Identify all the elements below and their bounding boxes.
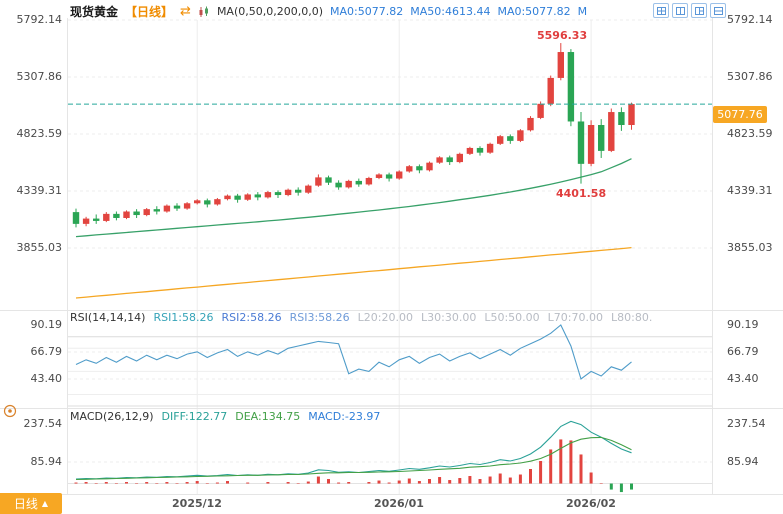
y-axis-label: 5792.14 — [727, 13, 773, 26]
y-axis-label: 3855.03 — [727, 241, 773, 254]
layout-one-two-button[interactable] — [691, 3, 707, 18]
rsi-level-30: L30:30.00 — [421, 311, 477, 324]
rsi-level-50: L50:50.00 — [484, 311, 540, 324]
y-axis-label: 5307.86 — [727, 70, 773, 83]
macd-header: MACD(26,12,9) DIFF:122.77 DEA:134.75 MAC… — [70, 410, 380, 423]
high-annotation: 5596.33 — [537, 29, 588, 42]
switch-symbol-icon[interactable]: ⇄ — [180, 4, 191, 19]
layout-2x2-button[interactable] — [653, 3, 669, 18]
rsi2-value: RSI2:58.26 — [221, 311, 282, 324]
y-axis-label: 4823.59 — [16, 127, 63, 140]
rsi1-value: RSI1:58.26 — [153, 311, 214, 324]
rsi-axis-label: 90.19 — [727, 318, 759, 331]
ma-truncated: M — [577, 5, 588, 18]
macd-axis-label: 85.94 — [30, 455, 63, 468]
target-icon[interactable] — [3, 403, 17, 422]
x-axis-label: 2026/02 — [566, 497, 616, 510]
macd-value: MACD:-23.97 — [308, 410, 381, 423]
diff-value: DIFF:122.77 — [161, 410, 228, 423]
layout-2row-button[interactable] — [710, 3, 726, 18]
ma0-value: MA0:5077.82 — [330, 5, 404, 18]
rsi-level-20: L20:20.00 — [357, 311, 413, 324]
ma0-value-2: MA0:5077.82 — [497, 5, 571, 18]
y-axis-label: 4339.31 — [16, 184, 63, 197]
ma-settings-label: MA(0,50,0,200,0,0) — [216, 5, 324, 18]
rsi-axis-label: 43.40 — [727, 372, 759, 385]
rsi-level-70: L70:70.00 — [547, 311, 603, 324]
rsi3-value: RSI3:58.26 — [289, 311, 350, 324]
y-axis-label: 5792.14 — [16, 13, 63, 26]
timeframe-selector[interactable]: 日线 ▲ — [0, 493, 62, 514]
timeframe-selector-label: 日线 — [13, 497, 38, 511]
kline-style-icon[interactable] — [198, 6, 210, 18]
macd-title: MACD(26,12,9) — [70, 410, 154, 423]
last-price-tag: 5077.76 — [713, 106, 767, 123]
ma50-value: MA50:4613.44 — [410, 5, 491, 18]
dea-value: DEA:134.75 — [235, 410, 301, 423]
y-axis-label: 5307.86 — [16, 70, 63, 83]
macd-axis-label: 237.54 — [23, 417, 63, 430]
rsi-level-80: L80:80. — [610, 311, 653, 324]
instrument-name: 现货黄金 — [70, 5, 119, 19]
rsi-title: RSI(14,14,14) — [70, 311, 146, 324]
rsi-axis-label: 90.19 — [30, 318, 63, 331]
rsi-header: RSI(14,14,14) RSI1:58.26 RSI2:58.26 RSI3… — [70, 311, 652, 324]
timeframe-label: 【日线】 — [125, 5, 174, 19]
x-axis-label: 2026/01 — [374, 497, 424, 510]
layout-2col-button[interactable] — [672, 3, 688, 18]
rsi-axis-label: 66.79 — [30, 345, 63, 358]
rsi-axis-label: 43.40 — [30, 372, 63, 385]
y-axis-label: 4823.59 — [727, 127, 773, 140]
chart-header: 现货黄金 【日线】 ⇄ MA(0,50,0,200,0,0) MA0:5077.… — [70, 3, 587, 20]
macd-axis-label: 85.94 — [727, 455, 759, 468]
y-axis-label: 4339.31 — [727, 184, 773, 197]
rsi-axis-label: 66.79 — [727, 345, 759, 358]
x-axis-label: 2025/12 — [172, 497, 222, 510]
low-annotation: 4401.58 — [556, 187, 607, 200]
layout-buttons — [653, 3, 726, 18]
macd-axis-label: 237.54 — [727, 417, 766, 430]
y-axis-label: 3855.03 — [16, 241, 63, 254]
chevron-up-icon: ▲ — [41, 499, 49, 508]
